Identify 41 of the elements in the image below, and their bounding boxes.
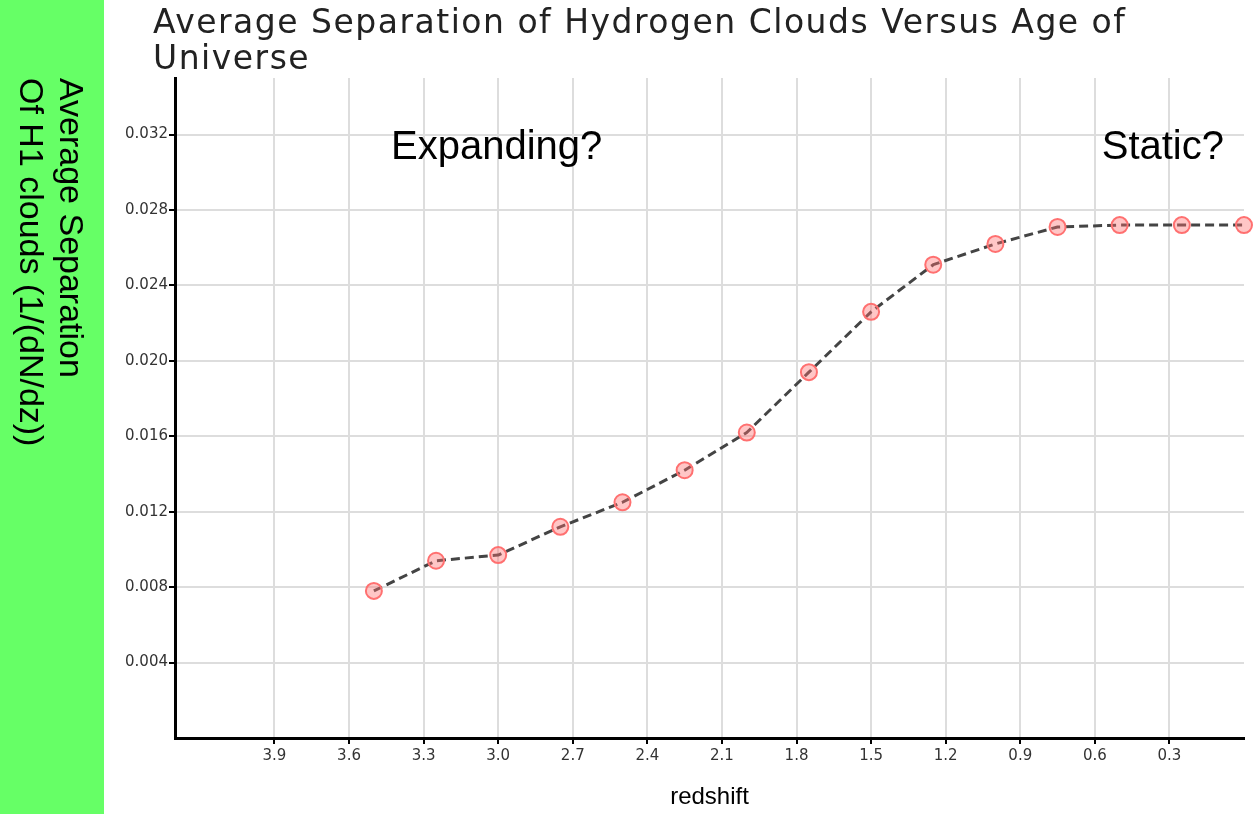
x-tick-label: 1.5 (859, 745, 884, 764)
x-tick-label: 3.0 (486, 745, 511, 764)
x-tick-label: 1.8 (784, 745, 809, 764)
x-tick-label: 2.4 (635, 745, 660, 764)
point (1235, 216, 1253, 235)
y-axis-title: Average Separation Of H1 clouds (1/(dN/dz)) (12, 78, 92, 449)
point (862, 302, 881, 321)
x-tick-label: 2.7 (560, 745, 585, 764)
x-tick-label: 0.3 (1157, 745, 1182, 764)
point (427, 551, 446, 570)
x-tick-label: 0.9 (1008, 745, 1033, 764)
point (1048, 217, 1067, 236)
y-tick-label: 0.020 (125, 350, 168, 369)
point (551, 517, 570, 536)
y-tick-label: 0.024 (125, 275, 168, 294)
x-tick-label: 3.9 (262, 745, 287, 764)
annotation: Static? (1101, 123, 1224, 168)
point (1172, 216, 1191, 235)
y-tick-label: 0.028 (125, 199, 168, 218)
point (364, 581, 383, 600)
point (924, 255, 943, 274)
point (675, 461, 694, 480)
annotation: Expanding? (391, 123, 603, 168)
y-tick-label: 0.008 (125, 577, 168, 596)
y-tick-label: 0.004 (125, 652, 168, 671)
x-tick-label: 3.3 (411, 745, 436, 764)
x-tick-label: 3.6 (337, 745, 361, 764)
x-tick-label: 0.6 (1082, 745, 1107, 764)
y-tick-label: 0.012 (125, 501, 168, 520)
point (986, 234, 1005, 253)
point (1110, 216, 1129, 235)
chart-title: Average Separation of Hydrogen Clouds Versus Age of Universe (153, 2, 1128, 77)
x-tick-label: 2.1 (710, 745, 734, 764)
point (489, 546, 508, 565)
y-tick-label: 0.016 (125, 426, 168, 445)
point (613, 493, 632, 512)
x-axis-title: redshift (670, 782, 750, 810)
point (737, 423, 756, 442)
point (799, 363, 818, 382)
x-tick-label: 1.2 (933, 745, 958, 764)
y-tick-label: 0.032 (125, 124, 168, 143)
